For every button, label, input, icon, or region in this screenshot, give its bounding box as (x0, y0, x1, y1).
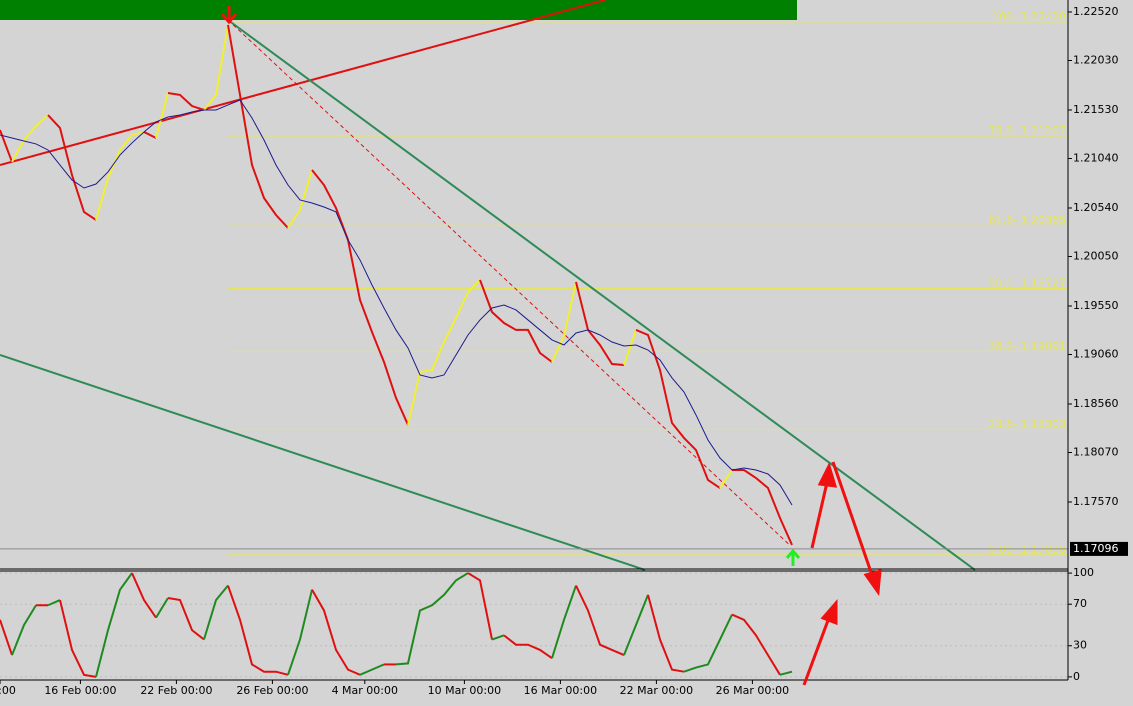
y-tick-label: 1.20050 (1073, 249, 1119, 262)
moving-average-line (0, 99, 793, 506)
price-line (479, 279, 553, 363)
trend-line (227, 19, 976, 571)
y-tick-label: 1.21530 (1073, 103, 1119, 116)
price-line (95, 130, 145, 221)
plot: 100- 1.22420 78.6- 1.21267 61.8- 1.20365 50… (0, 0, 1068, 678)
price-line (287, 169, 313, 229)
y-tick-label: 70 (1073, 597, 1087, 610)
fib-label: 100- 1.22420 (992, 10, 1066, 23)
y-tick-label: 1.18560 (1073, 397, 1119, 410)
price-line (203, 24, 229, 111)
y-tick-label: 1.17570 (1073, 495, 1119, 508)
y-tick-label: 1.20540 (1073, 201, 1119, 214)
x-tick-label: 16 Feb 00:00 (44, 684, 116, 697)
y-tick-label: 1.18070 (1073, 445, 1119, 458)
oscillator-line (0, 619, 13, 656)
fib-label: 50.0- 1.19727 (989, 276, 1066, 289)
oscillator-line (467, 572, 493, 640)
price-line (551, 281, 577, 363)
price-line (719, 469, 733, 489)
arrow (802, 614, 832, 686)
oscillator-line (95, 572, 133, 678)
price-line (635, 329, 721, 489)
oscillator-line (155, 597, 169, 619)
y-tick-label: 30 (1073, 639, 1087, 652)
y-tick-label: 1.21040 (1073, 151, 1119, 164)
arrow-head (863, 568, 882, 597)
trend-line (227, 19, 790, 546)
y-tick-label: 100 (1073, 566, 1094, 579)
price-line (227, 24, 289, 229)
x-tick-label: 10 Mar 00:00 (428, 684, 501, 697)
oscillator-line (731, 613, 781, 676)
oscillator-line (203, 584, 229, 640)
x-tick-label: 00:00 (0, 684, 16, 697)
fib-label: 78.6- 1.21267 (989, 124, 1066, 137)
fib-label: 38.2- 1.19091 (989, 339, 1066, 352)
trend-line (0, 0, 606, 166)
arrow-head (817, 461, 838, 488)
y-tick-label: 1.22030 (1073, 53, 1119, 66)
oscillator-line (503, 634, 553, 660)
x-tick-label: 22 Feb 00:00 (140, 684, 212, 697)
price-line (623, 329, 637, 366)
oscillator-line (491, 634, 505, 641)
x-tick-label: 16 Mar 00:00 (524, 684, 597, 697)
fib-label: 23.6- 1.18303 (989, 417, 1066, 430)
price-line (167, 91, 205, 111)
arrow (810, 477, 830, 549)
y-tick-label: 0 (1073, 670, 1080, 683)
oscillator-line (551, 585, 577, 659)
oscillator-line (779, 670, 793, 676)
price-line (143, 131, 157, 139)
y-tick-label: 1.19060 (1073, 347, 1119, 360)
price-line (407, 279, 481, 426)
arrow-head (820, 598, 838, 626)
last-price-box (1070, 541, 1128, 556)
y-tick-label: 1.22520 (1073, 5, 1119, 18)
x-tick-label: 22 Mar 00:00 (620, 684, 693, 697)
price-line (155, 92, 169, 139)
x-tick-label: 4 Mar 00:00 (332, 684, 398, 697)
arrow (831, 461, 875, 579)
last-price-label: 1.17096 (1073, 542, 1119, 555)
x-tick-label: 26 Feb 00:00 (236, 684, 308, 697)
oscillator-line (647, 594, 685, 673)
price-line (732, 469, 793, 546)
annotation-arrows (220, 6, 882, 686)
oscillator-line (59, 599, 97, 678)
top-band (0, 0, 797, 20)
fib-label: 61.8- 1.20365 (989, 213, 1066, 226)
price-line (11, 114, 49, 163)
oscillator-line (623, 594, 649, 656)
oscillator-line (131, 572, 157, 619)
trend-line (0, 354, 646, 571)
oscillator-line (683, 614, 733, 673)
oscillator-line (575, 585, 625, 657)
price-line (47, 114, 97, 221)
price-line (311, 169, 409, 426)
oscillator-line (287, 589, 313, 676)
oscillator-line (311, 589, 361, 676)
oscillator-line (11, 604, 37, 656)
oscillator-line (395, 572, 469, 666)
oscillator-line (47, 599, 61, 607)
y-tick-label: 1.19550 (1073, 299, 1119, 312)
peak-marker (220, 6, 238, 25)
oscillator-line (359, 663, 385, 676)
oscillator-line (167, 597, 205, 641)
oscillator-line (227, 585, 289, 676)
x-tick-label: 26 Mar 00:00 (716, 684, 789, 697)
low-marker (785, 548, 801, 566)
price-line (575, 281, 625, 366)
